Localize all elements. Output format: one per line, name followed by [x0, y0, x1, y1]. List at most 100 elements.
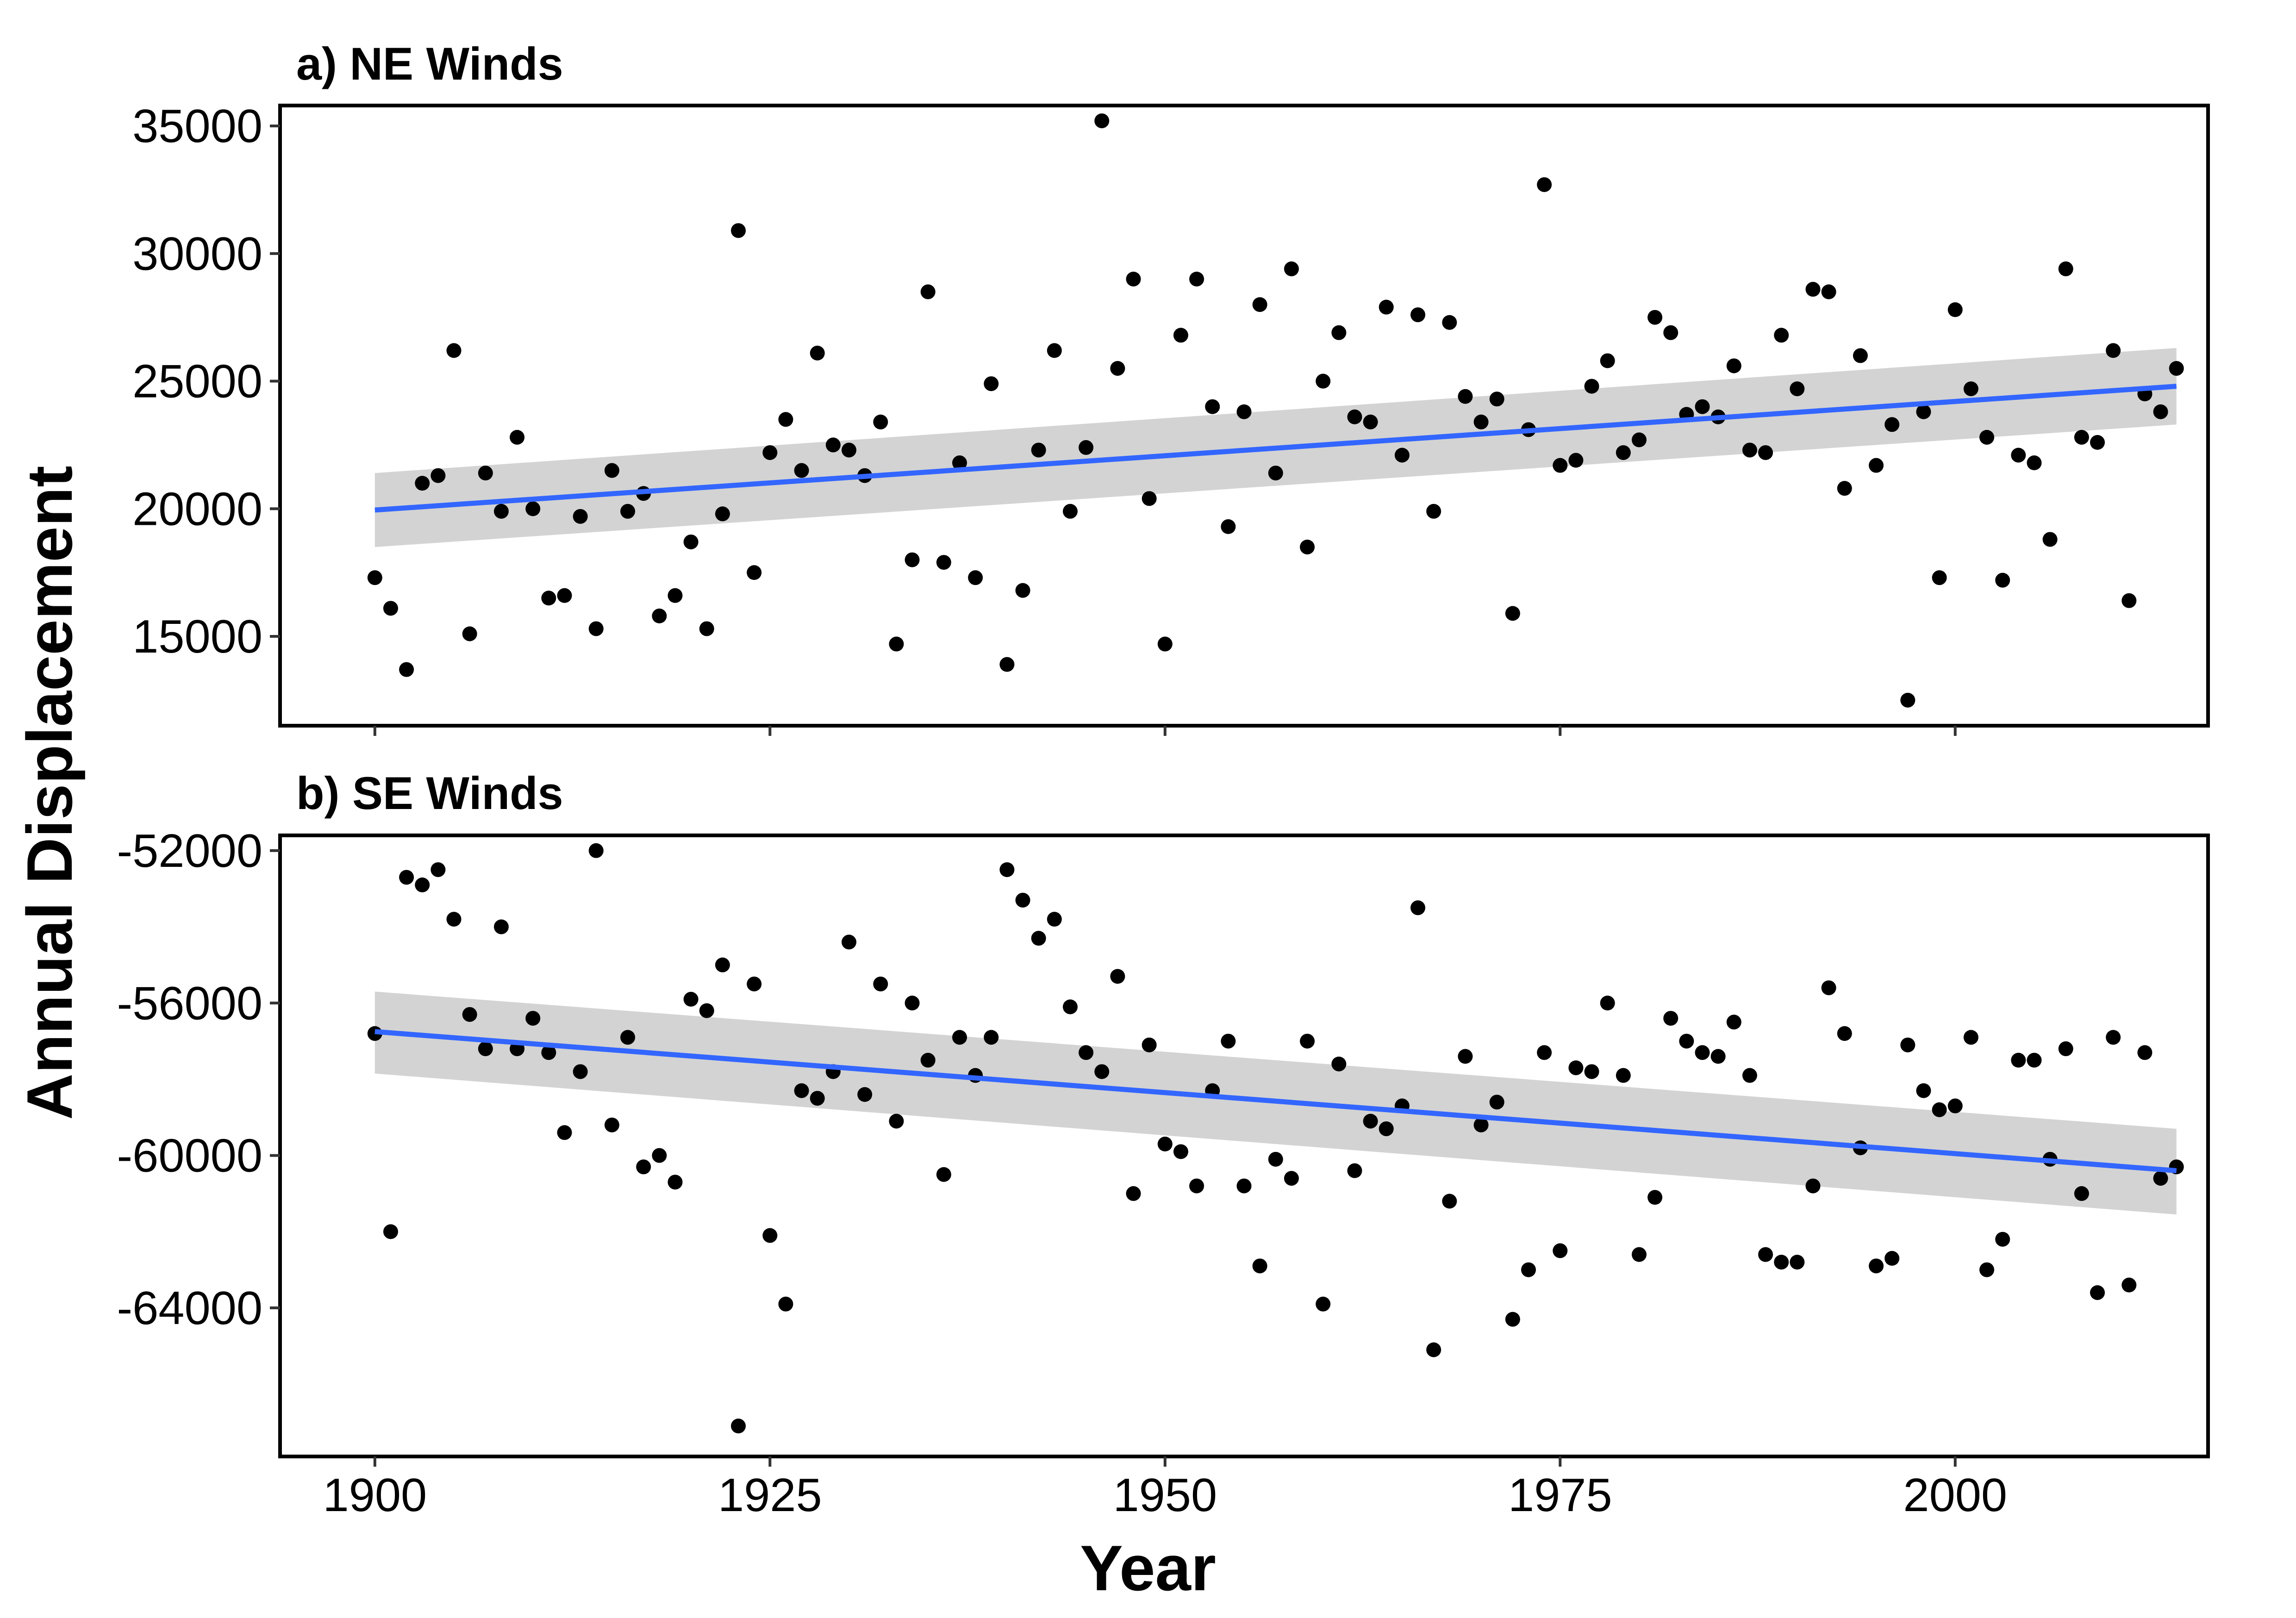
data-point: [430, 862, 446, 877]
data-point: [920, 284, 936, 299]
data-point: [415, 877, 430, 893]
data-point: [1473, 1117, 1489, 1133]
data-point: [2042, 532, 2058, 547]
data-point: [1631, 1247, 1647, 1262]
data-point: [1489, 392, 1504, 407]
data-point: [1932, 570, 1947, 585]
data-point: [810, 345, 825, 361]
data-point: [1947, 1098, 1963, 1114]
data-point: [1189, 1178, 1204, 1194]
data-point: [1015, 892, 1030, 908]
data-point: [1062, 999, 1078, 1014]
data-point: [1663, 1011, 1678, 1026]
data-point: [2121, 593, 2137, 608]
data-point: [399, 662, 414, 677]
data-point: [699, 1003, 714, 1018]
panel-a-frame: [278, 104, 2210, 728]
data-point: [778, 412, 793, 427]
data-point: [1426, 504, 1441, 519]
data-point: [1331, 325, 1347, 340]
data-point: [2074, 1186, 2089, 1201]
data-point: [1616, 1068, 1631, 1083]
data-point: [1047, 343, 1062, 358]
data-point: [430, 468, 446, 483]
data-point: [936, 555, 951, 570]
data-point: [1947, 302, 1963, 317]
data-point: [2090, 435, 2105, 450]
data-point: [936, 1167, 951, 1182]
data-point: [952, 455, 967, 471]
data-point: [1410, 900, 1426, 915]
data-point: [1742, 442, 1757, 458]
data-point: [462, 626, 477, 641]
data-point: [1347, 1163, 1362, 1178]
data-point: [2153, 1170, 2168, 1186]
y-tick-label: 30000: [132, 228, 262, 280]
data-point: [794, 463, 809, 478]
data-point: [588, 621, 604, 636]
data-point: [1110, 361, 1125, 376]
data-point: [1884, 1251, 1900, 1266]
data-point: [2058, 1041, 2073, 1057]
data-point: [794, 1083, 809, 1098]
data-point: [825, 437, 841, 453]
data-point: [1584, 379, 1599, 394]
data-point: [1963, 1030, 1978, 1045]
data-point: [1047, 912, 1062, 927]
x-tick-label: 1950: [1113, 1469, 1217, 1521]
data-point: [1394, 448, 1410, 463]
data-point: [415, 476, 430, 491]
data-point: [1316, 373, 1331, 389]
data-point: [1268, 1151, 1283, 1167]
panel-a-trend-line: [374, 384, 2177, 513]
data-point: [731, 1419, 746, 1434]
data-point: [2074, 429, 2089, 445]
data-point: [2153, 404, 2168, 419]
data-point: [462, 1007, 477, 1022]
data-point: [1316, 1296, 1331, 1312]
data-point: [857, 1087, 873, 1102]
data-point: [842, 934, 857, 950]
data-point: [715, 506, 730, 522]
data-point: [1537, 177, 1552, 192]
y-tick-label: 20000: [132, 483, 262, 535]
panel-b-x-axis: 1900 1925 1950 1975 2000: [323, 1456, 2007, 1521]
data-point: [2027, 455, 2042, 471]
panel-b-frame: [278, 834, 2210, 1458]
data-point: [1568, 453, 1584, 468]
panel-a-title: a) NE Winds: [296, 38, 563, 89]
y-tick-label: -52000: [117, 825, 263, 877]
data-point: [1173, 328, 1188, 343]
data-point: [399, 870, 414, 885]
data-point: [1015, 583, 1030, 598]
data-point: [1521, 1262, 1536, 1277]
data-point: [573, 1064, 588, 1079]
data-point: [668, 1175, 683, 1190]
data-point: [1126, 1186, 1141, 1201]
data-point: [1284, 1170, 1299, 1186]
data-point: [557, 1125, 572, 1140]
data-point: [1410, 307, 1426, 323]
data-point: [1695, 1045, 1710, 1060]
data-point: [1900, 1037, 1915, 1052]
data-point: [1837, 481, 1852, 496]
data-point: [620, 1030, 636, 1045]
data-point: [1916, 404, 1931, 419]
data-point: [383, 601, 398, 616]
x-axis-title: Year: [1080, 1532, 1216, 1604]
data-point: [1900, 692, 1915, 708]
data-point: [652, 608, 667, 623]
x-tick-label: 1925: [718, 1469, 822, 1521]
data-point: [999, 657, 1015, 672]
data-point: [541, 1045, 556, 1060]
data-point: [2106, 1030, 2121, 1045]
data-point: [557, 588, 572, 603]
data-point: [762, 445, 778, 460]
data-point: [1221, 519, 1236, 534]
data-point: [1584, 1064, 1599, 1079]
data-point: [1157, 636, 1173, 652]
data-point: [1252, 297, 1267, 312]
data-point: [1647, 310, 1663, 325]
data-point: [1142, 1037, 1157, 1052]
